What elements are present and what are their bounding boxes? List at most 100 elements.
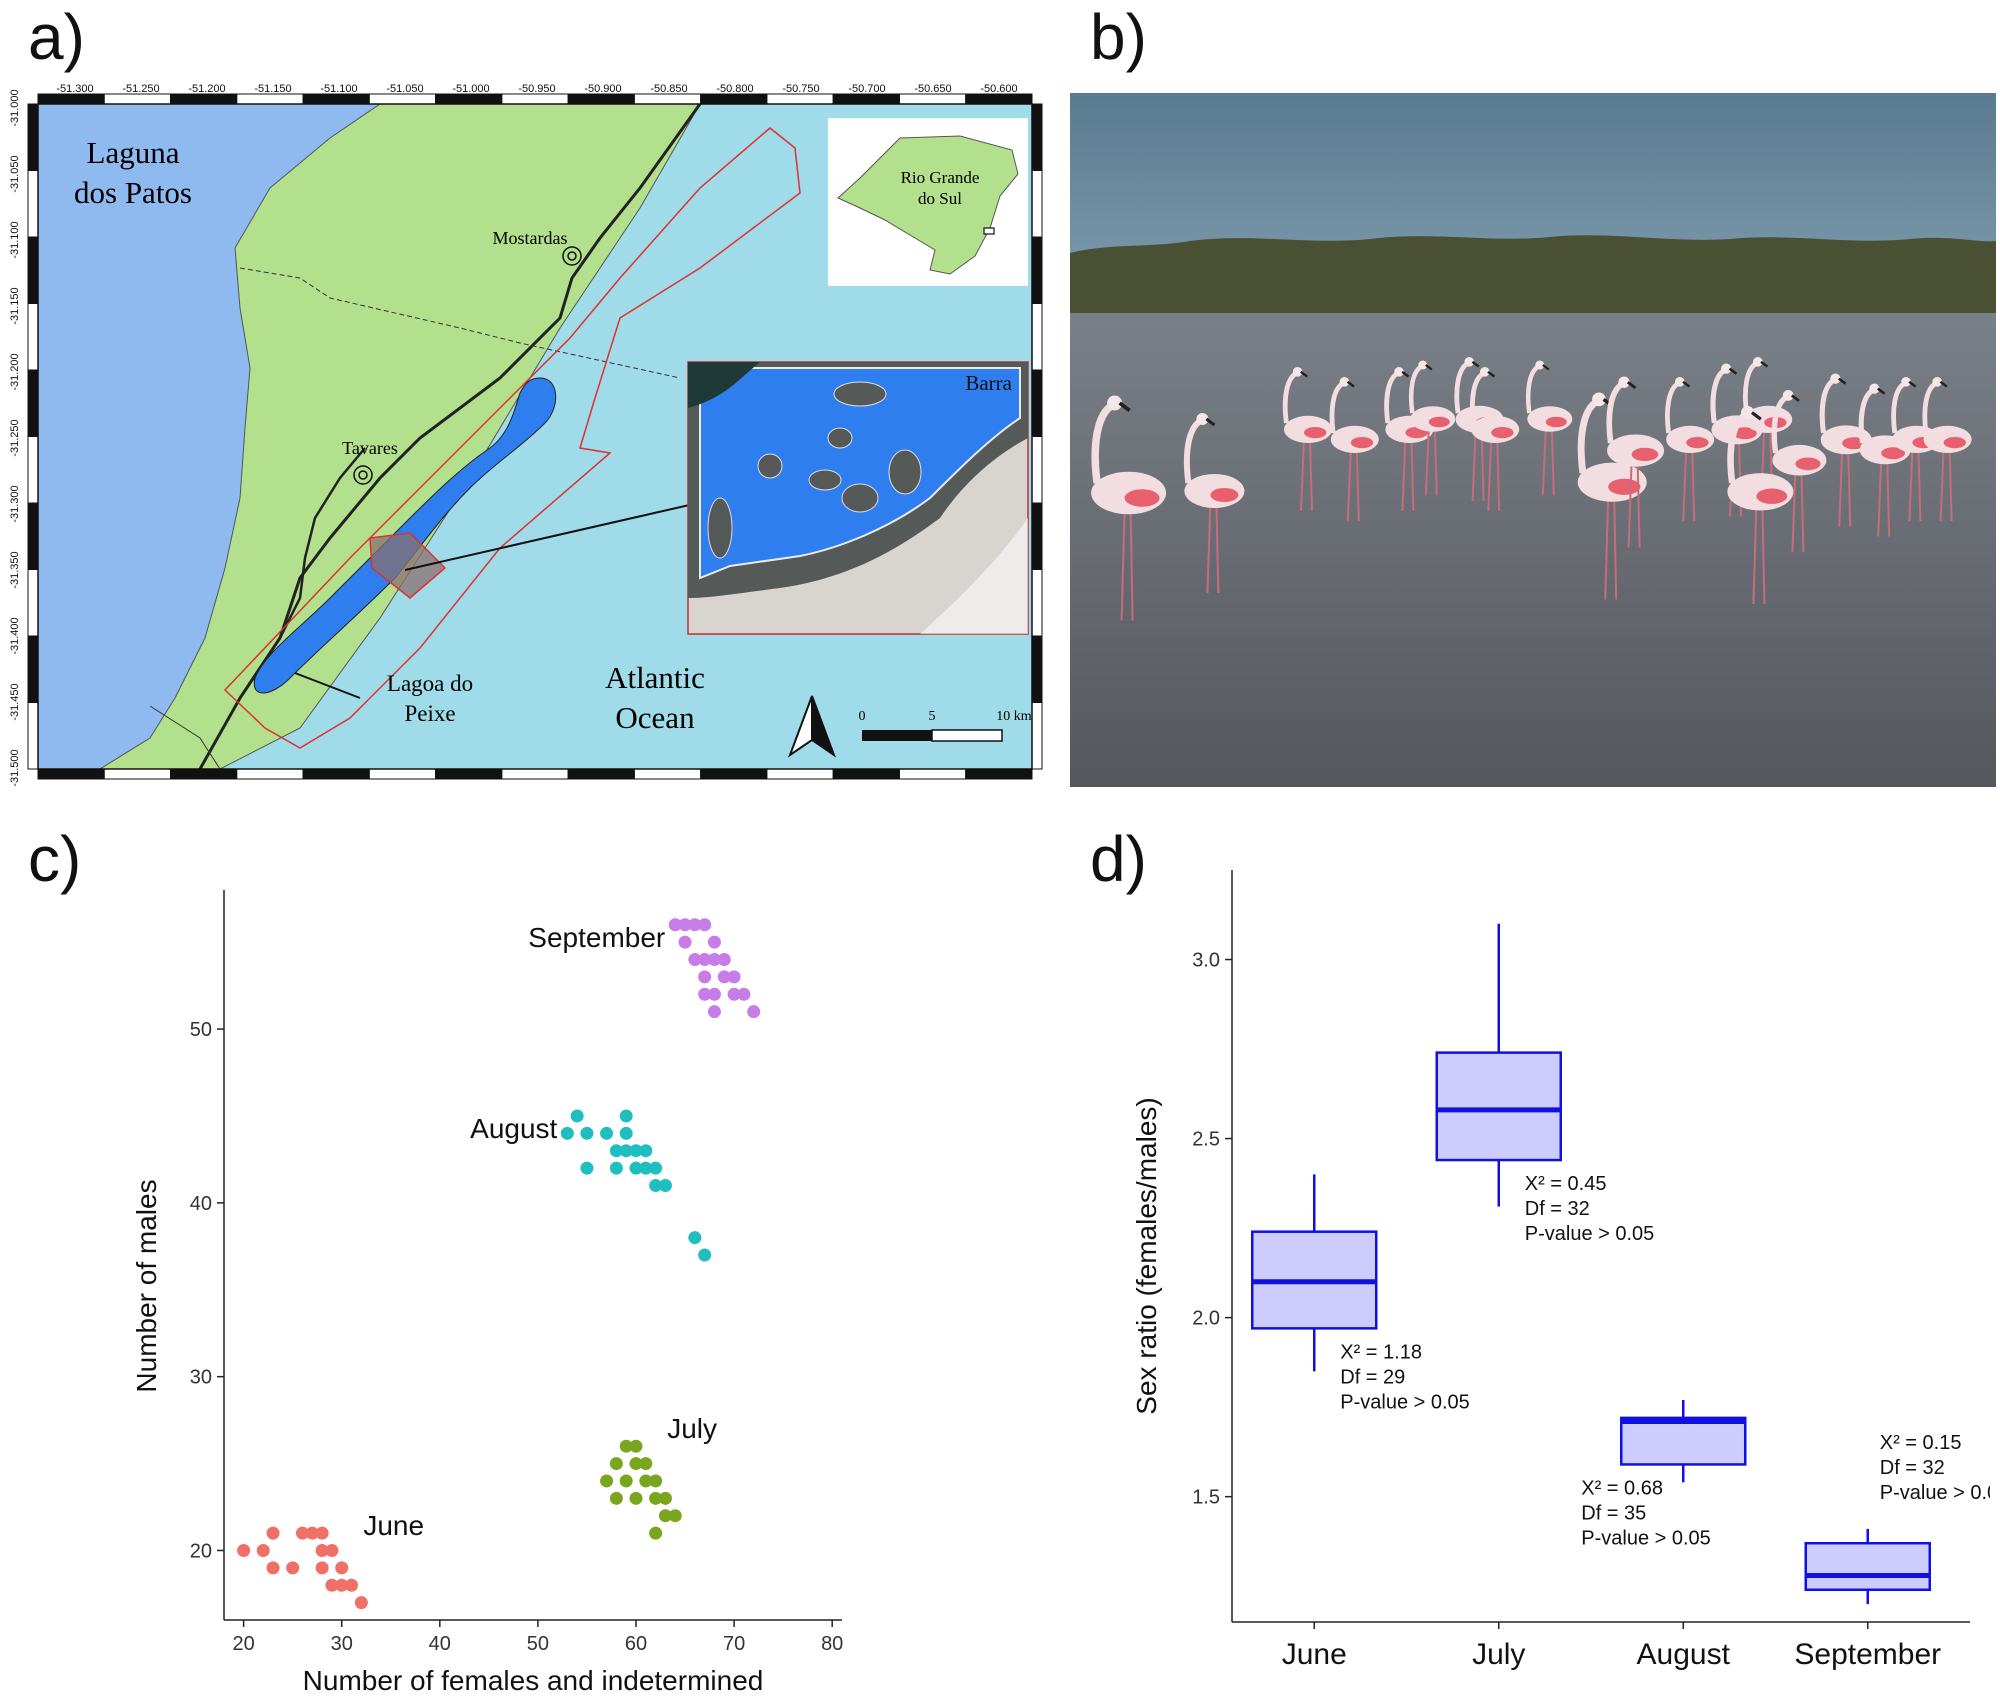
- flamingo-figure: [1922, 377, 1972, 522]
- scatter-point: [658, 1509, 672, 1523]
- scatter-point: [609, 1144, 623, 1158]
- barra-label: Barra: [965, 371, 1012, 395]
- box-annotation-df: Df = 32: [1525, 1198, 1590, 1220]
- box-y-tick-label: 3.0: [1192, 950, 1220, 972]
- scatter-point: [649, 1178, 663, 1192]
- flamingo-figure: [1183, 413, 1245, 594]
- scatter-point: [698, 987, 712, 1001]
- scatter-point: [619, 1109, 633, 1123]
- frame-segment-left: [27, 635, 39, 703]
- scatter-axes: 20 30 40 50 60 70 80 20 30 40 50: [190, 890, 843, 1655]
- scatter-point: [629, 1439, 643, 1453]
- box-annotation-p: P-value > 0.05: [1880, 1482, 1990, 1504]
- scatter-point: [237, 1543, 251, 1557]
- inset-connector-line: [404, 497, 721, 571]
- panel-label-d: d): [1090, 823, 1147, 895]
- frame-segment-top: [501, 93, 569, 105]
- scatter-point: [698, 953, 712, 967]
- longitude-tick-label: -51.200: [188, 83, 225, 95]
- scatter-point: [668, 1509, 682, 1523]
- scatter-point: [619, 1474, 633, 1488]
- scatter-point: [609, 1161, 623, 1175]
- box-annotation-df: Df = 32: [1880, 1457, 1945, 1479]
- panel-label-c: c): [28, 823, 82, 895]
- latitude-tick-label: -31.350: [9, 551, 21, 588]
- frame-segment-right: [1031, 369, 1043, 437]
- frame-segment-top: [435, 93, 503, 105]
- frame-segment-left: [27, 303, 39, 371]
- frame-segment-right: [1031, 702, 1043, 770]
- latitude-tick-label: -31.000: [9, 89, 21, 126]
- scatter-x-axis-label: Number of females and indetermined: [303, 1665, 764, 1696]
- box-x-tick-label: July: [1472, 1638, 1525, 1671]
- scatter-point: [295, 1526, 309, 1540]
- longitude-tick-label: -51.250: [122, 83, 159, 95]
- scatter-point: [649, 1474, 663, 1488]
- scatter-point: [286, 1561, 300, 1575]
- box-y-tick-label: 2.5: [1192, 1129, 1220, 1151]
- box-september: [1804, 1528, 1931, 1605]
- scatter-point: [619, 1144, 633, 1158]
- flamingo-figure: [1470, 367, 1520, 512]
- latitude-tick-label: -31.200: [9, 353, 21, 390]
- frame-segment-bottom: [103, 768, 172, 780]
- scatter-point: [335, 1578, 349, 1592]
- scatter-y-tick-label: 20: [190, 1540, 212, 1562]
- scatter-point: [266, 1526, 280, 1540]
- scale-label-10km: 10 km: [996, 709, 1032, 724]
- frame-segment-bottom: [501, 768, 569, 780]
- longitude-tick-label: -50.900: [584, 83, 621, 95]
- frame-segment-left: [27, 702, 39, 770]
- latitude-tick-label: -31.450: [9, 683, 21, 720]
- flamingo-figure: [1282, 367, 1332, 512]
- laguna-label-line1: Laguna: [87, 135, 180, 170]
- scatter-point: [354, 1596, 368, 1610]
- scatter-x-tick-label: 20: [232, 1633, 254, 1655]
- flamingo-figure: [1525, 360, 1573, 496]
- scatter-point: [629, 1161, 643, 1175]
- frame-segment-bottom: [236, 768, 304, 780]
- box-iqr-rect: [1435, 1051, 1562, 1162]
- scatter-point: [727, 970, 741, 984]
- frame-segment-bottom: [170, 768, 238, 780]
- longitude-tick-label: -51.050: [386, 83, 423, 95]
- scatter-point: [560, 1126, 574, 1140]
- box-y-tick-label: 2.0: [1192, 1308, 1220, 1330]
- scatter-point: [698, 1248, 712, 1262]
- scatter-points: June July August September: [237, 918, 761, 1610]
- scatter-point: [649, 1161, 663, 1175]
- frame-segment-right: [1031, 569, 1043, 637]
- scatter-point: [315, 1543, 329, 1557]
- scatter-point: [698, 970, 712, 984]
- scatter-point: [707, 987, 721, 1001]
- frame-segment-top: [302, 93, 370, 105]
- flamingo-figure: [1329, 377, 1379, 522]
- scatter-point: [325, 1578, 339, 1592]
- scatter-point: [688, 918, 702, 932]
- frame-segment-left: [27, 170, 39, 238]
- tavares-town-icon: [353, 465, 373, 485]
- frame-segment-bottom: [633, 768, 702, 780]
- scatter-point: [707, 953, 721, 967]
- sky: [1070, 93, 1996, 263]
- frame-segment-bottom: [832, 768, 900, 780]
- scatter-point: [649, 1526, 663, 1540]
- frame-segment-top: [965, 93, 1033, 105]
- rs-label-line1: Rio Grande: [901, 168, 980, 187]
- scatter-point: [688, 1231, 702, 1245]
- latitude-tick-label: -31.500: [9, 749, 21, 786]
- scatter-point: [600, 1474, 614, 1488]
- frame-segment-top: [898, 93, 967, 105]
- frame-segment-top: [103, 93, 172, 105]
- longitude-tick-label: -50.950: [518, 83, 555, 95]
- scatter-point: [639, 1144, 653, 1158]
- scatter-point: [707, 1005, 721, 1019]
- rio-grande-do-sul-inset: Rio Grande do Sul: [828, 118, 1028, 286]
- frame-segment-left: [27, 236, 39, 304]
- scatter-point: [737, 987, 751, 1001]
- mostardas-town-icon: [562, 246, 582, 266]
- scatter-x-tick-label: 50: [527, 1633, 549, 1655]
- frame-segment-bottom: [368, 768, 437, 780]
- scatter-point: [698, 918, 712, 932]
- flamingo-figure: [1606, 376, 1665, 548]
